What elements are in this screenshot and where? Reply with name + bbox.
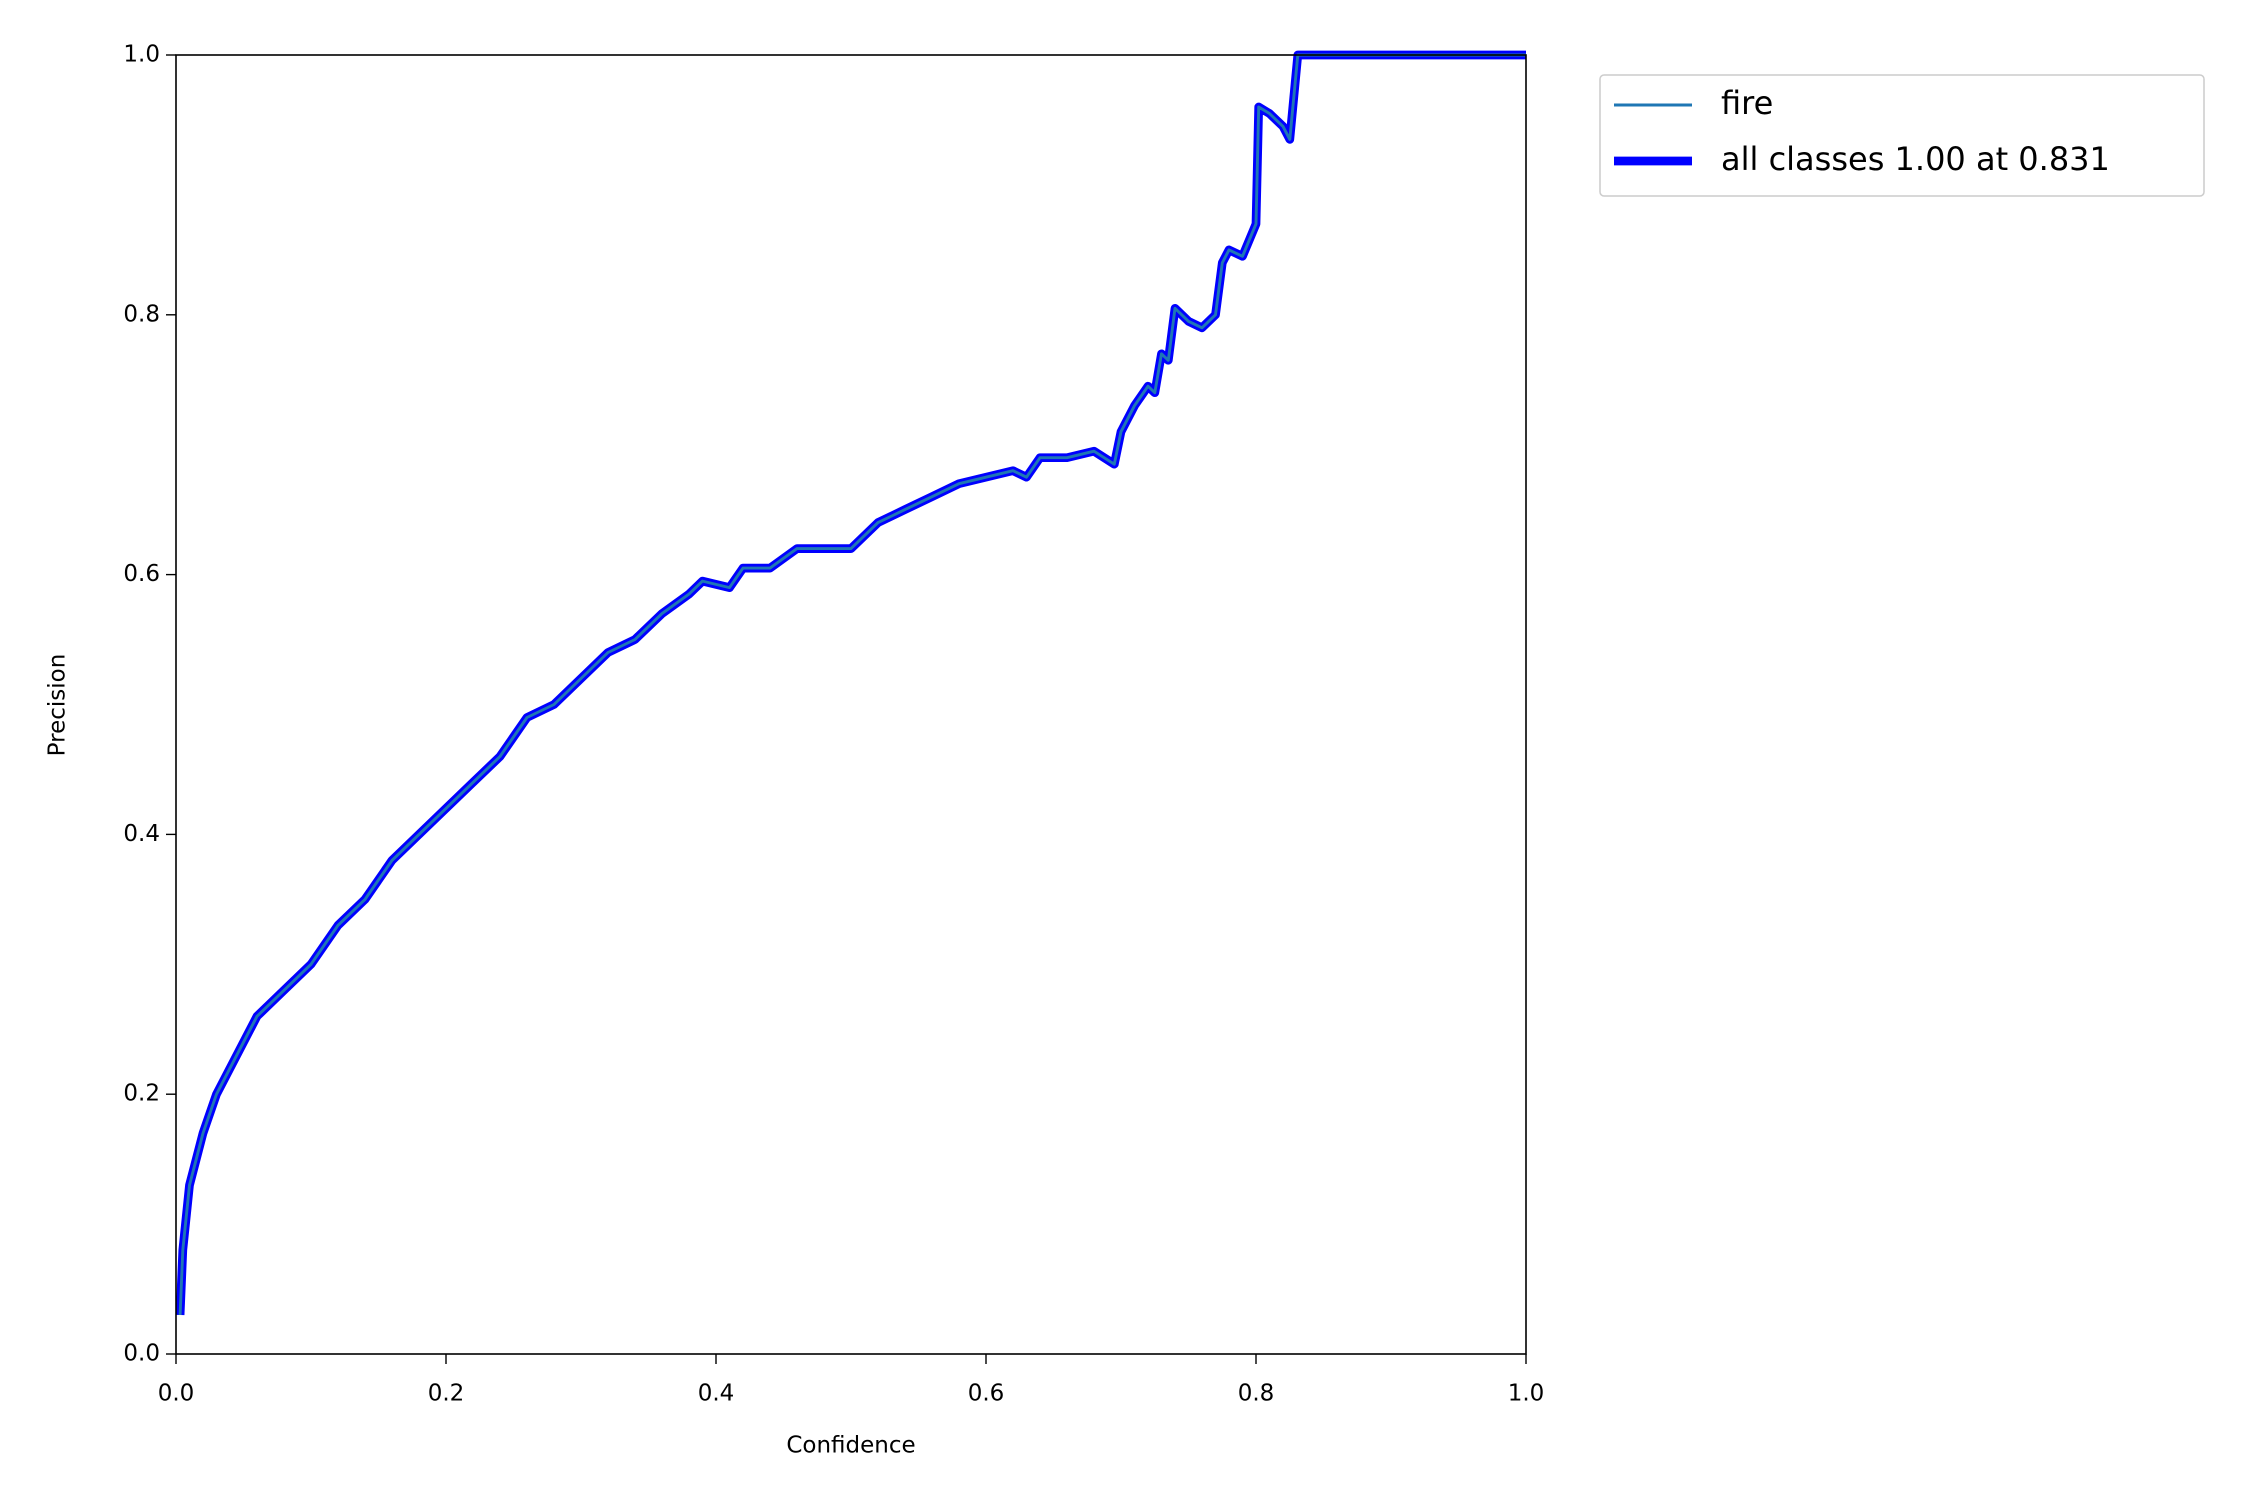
x-tick-label: 1.0 xyxy=(1508,1381,1545,1407)
x-tick-label: 0.0 xyxy=(158,1381,195,1407)
legend-box xyxy=(1599,74,2205,197)
x-tick-label: 0.2 xyxy=(428,1381,465,1407)
y-tick-label: 0.4 xyxy=(123,821,160,847)
legend-label: fire xyxy=(1721,84,1773,122)
series-line xyxy=(178,53,1526,1316)
x-tick-label: 0.8 xyxy=(1238,1381,1275,1407)
x-axis-label: Confidence xyxy=(786,1433,915,1459)
legend-label: all classes 1.00 at 0.831 xyxy=(1721,140,2110,178)
y-tick-label: 0.0 xyxy=(123,1341,160,1367)
y-tick-label: 0.8 xyxy=(123,301,160,327)
y-axis-label: Precision xyxy=(45,654,71,757)
plot-frame xyxy=(175,54,1527,1355)
y-tick-label: 0.6 xyxy=(123,561,160,587)
x-tick-label: 0.6 xyxy=(968,1381,1005,1407)
y-tick-label: 0.2 xyxy=(123,1081,160,1107)
x-tick-label: 0.4 xyxy=(698,1381,735,1407)
y-tick-label: 1.0 xyxy=(123,42,160,68)
